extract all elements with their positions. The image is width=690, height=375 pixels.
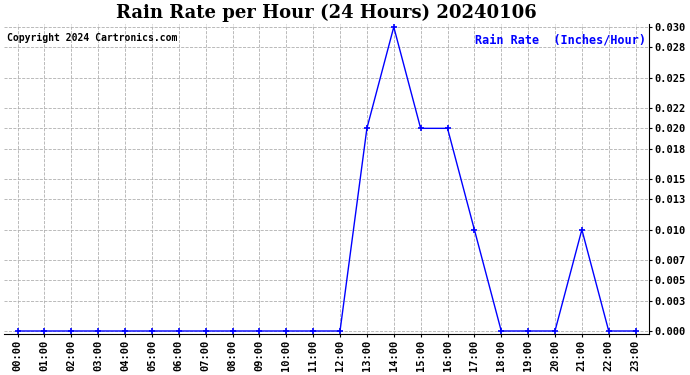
Rain Rate  (Inches/Hour) (14, 329, 22, 333)
Rain Rate  (Inches/Hour) (497, 329, 505, 333)
Rain Rate  (Inches/Hour) (471, 227, 479, 232)
Rain Rate  (Inches/Hour) (551, 329, 559, 333)
Rain Rate  (Inches/Hour) (363, 126, 371, 130)
Text: Rain Rate  (Inches/Hour): Rain Rate (Inches/Hour) (475, 33, 646, 46)
Rain Rate  (Inches/Hour) (336, 329, 344, 333)
Rain Rate  (Inches/Hour) (578, 227, 586, 232)
Rain Rate  (Inches/Hour) (604, 329, 613, 333)
Title: Rain Rate per Hour (24 Hours) 20240106: Rain Rate per Hour (24 Hours) 20240106 (116, 4, 537, 22)
Rain Rate  (Inches/Hour) (228, 329, 237, 333)
Text: Copyright 2024 Cartronics.com: Copyright 2024 Cartronics.com (8, 33, 178, 43)
Rain Rate  (Inches/Hour) (417, 126, 425, 130)
Rain Rate  (Inches/Hour) (390, 25, 398, 29)
Rain Rate  (Inches/Hour) (40, 329, 48, 333)
Rain Rate  (Inches/Hour) (67, 329, 75, 333)
Rain Rate  (Inches/Hour) (201, 329, 210, 333)
Rain Rate  (Inches/Hour) (175, 329, 183, 333)
Rain Rate  (Inches/Hour) (524, 329, 532, 333)
Line: Rain Rate  (Inches/Hour): Rain Rate (Inches/Hour) (14, 24, 639, 334)
Rain Rate  (Inches/Hour) (309, 329, 317, 333)
Rain Rate  (Inches/Hour) (121, 329, 129, 333)
Rain Rate  (Inches/Hour) (94, 329, 102, 333)
Rain Rate  (Inches/Hour) (282, 329, 290, 333)
Rain Rate  (Inches/Hour) (148, 329, 156, 333)
Rain Rate  (Inches/Hour) (631, 329, 640, 333)
Rain Rate  (Inches/Hour) (444, 126, 452, 130)
Rain Rate  (Inches/Hour) (255, 329, 264, 333)
